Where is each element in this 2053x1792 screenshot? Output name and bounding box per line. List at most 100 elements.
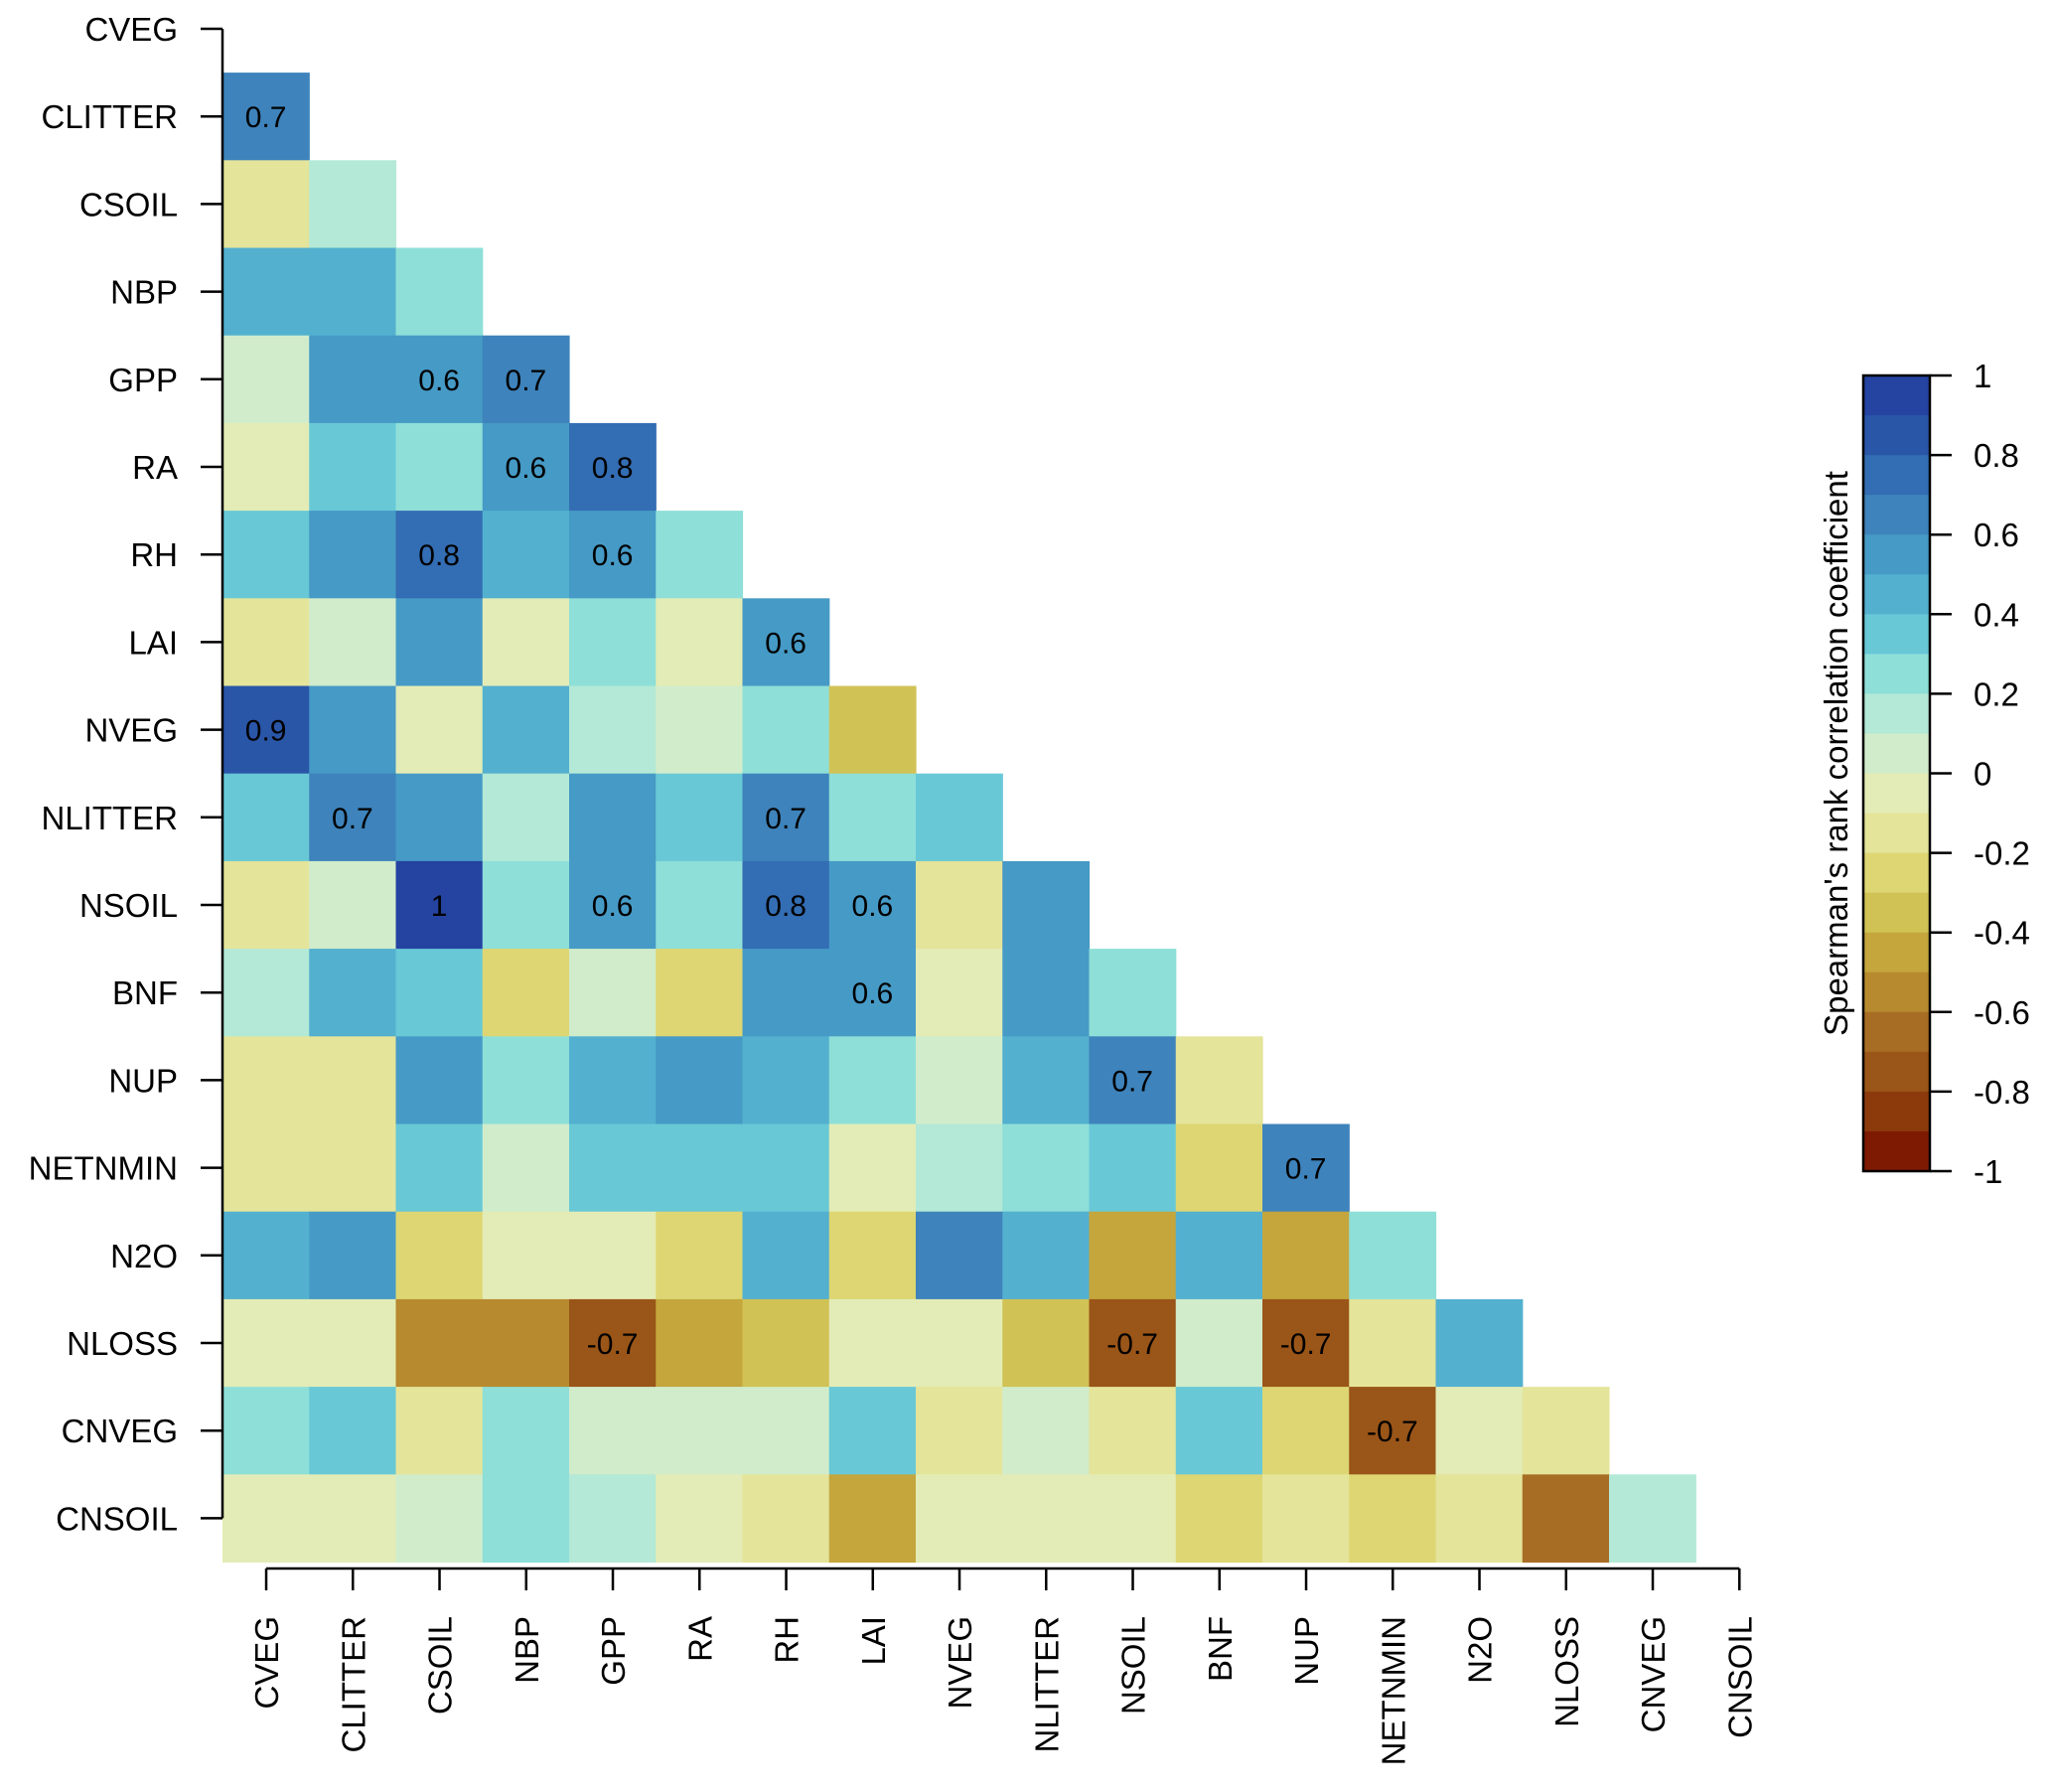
heatmap-cell [1002,1474,1091,1564]
heatmap-cell [916,1474,1003,1564]
heatmap-cell [656,685,744,775]
heatmap-cell [222,1211,310,1300]
heatmap-cell [482,773,570,862]
heatmap-cell [395,1036,484,1125]
y-tick-label: NLOSS [67,1325,178,1362]
heatmap-cell [1002,1036,1091,1125]
heatmap-cell [569,511,657,599]
heatmap-cell [828,1298,917,1388]
y-tick-label: CLITTER [41,98,178,135]
heatmap-cell [1435,1387,1524,1475]
heatmap-cell [1609,1474,1696,1564]
heatmap-cell [222,335,310,424]
cell-value-label: 0.7 [765,803,807,835]
heatmap-cell [1089,1036,1177,1125]
heatmap-cell [309,1036,397,1125]
colorbar-bin [1863,495,1930,535]
heatmap-cell [222,247,310,337]
heatmap-cell [309,335,397,424]
heatmap-cell [916,949,1003,1037]
x-tick-label: CSOIL [422,1616,459,1715]
heatmap-cell [742,1211,830,1300]
heatmap-cell [742,1123,830,1213]
colorbar-bin [1863,813,1930,854]
heatmap-cell [222,511,310,599]
heatmap-cell [1089,949,1177,1037]
heatmap-cell [1089,1298,1177,1388]
colorbar-bin [1863,773,1930,815]
heatmap-cell [569,1387,657,1475]
x-tick-label: NETNMIN [1375,1616,1411,1765]
heatmap-cell [222,949,310,1037]
y-tick-label: CNSOIL [56,1500,178,1537]
heatmap-cell [656,1036,744,1125]
heatmap-cell [1349,1387,1437,1475]
heatmap-cell [395,335,484,424]
heatmap-cell [1175,1298,1263,1388]
colorbar-bin [1863,932,1930,973]
heatmap-cell [309,247,397,337]
cell-value-label: 0.6 [506,452,547,485]
heatmap-cell [569,1474,657,1564]
heatmap-cell [222,160,310,249]
cell-value-label: 0.7 [245,101,287,134]
heatmap-cell [1089,1123,1177,1213]
x-tick-label: NBP [509,1616,545,1684]
heatmap-cell [1349,1298,1437,1388]
colorbar-legend: 1 0.8 0.6 0.4 0.2 0 -0.2 -0.4 -0.6 -0.8 -1 Spearman… [1818,358,2030,1190]
x-tick-label: NUP [1288,1616,1325,1686]
heatmap-cell [309,160,397,249]
heatmap-cell [395,949,484,1037]
heatmap-cell [482,1387,570,1475]
y-tick-label: NETNMIN [29,1150,178,1187]
colorbar-bin [1863,733,1930,774]
heatmap-cell [569,1036,657,1125]
colorbar-tick-label: -0.2 [1974,835,2030,872]
heatmap-cell [1435,1474,1524,1564]
heatmap-cell [482,949,570,1037]
heatmap-cell [395,860,484,950]
heatmap-cell [1262,1298,1350,1388]
heatmap-cell [828,860,917,950]
heatmap-cell [395,1474,484,1564]
colorbar-bin [1863,892,1930,934]
heatmap-cell [1002,949,1091,1037]
cell-value-label: 0.8 [765,890,807,923]
heatmap-cell [395,511,484,599]
heatmap-cell [569,1298,657,1388]
heatmap-cell [742,949,830,1037]
heatmap-cell [742,1036,830,1125]
y-tick-label: NLITTER [41,800,178,836]
heatmap-cell [482,1298,570,1388]
cell-value-label: 0.8 [592,452,634,485]
heatmap-cell [916,773,1003,862]
x-tick-label: NLOSS [1548,1616,1585,1727]
y-tick-label: NBP [110,274,178,311]
cell-value-label: 0.6 [592,890,634,923]
colorbar-bin [1863,971,1930,1013]
heatmap-cell [1002,1298,1091,1388]
heatmap-cell [569,422,657,512]
y-tick-label: CVEG [84,11,178,48]
x-tick-label: LAI [855,1616,892,1666]
colorbar-bin [1863,852,1930,894]
heatmap-cell [742,1298,830,1388]
heatmap-cell [1262,1123,1350,1213]
heatmap-cell [916,1123,1003,1213]
y-tick-label: CSOIL [79,186,178,223]
colorbar-bin [1863,415,1930,456]
y-tick-label: BNF [112,974,178,1011]
heatmap-cell [569,860,657,950]
heatmap-cell [222,685,310,775]
colorbar-bin [1863,1051,1930,1093]
colorbar-tick-label: -0.8 [1974,1074,2030,1111]
colorbar-bin [1863,1011,1930,1053]
heatmap-cell [482,1474,570,1564]
y-axis: CVEG CLITTER CSOIL NBP GPP RA RH LAI NVEG NLITTER… [29,11,224,1537]
heatmap-cell [1522,1474,1610,1564]
heatmap-cell [1349,1211,1437,1300]
heatmap-cell [1262,1474,1350,1564]
heatmap-cell [1262,1211,1350,1300]
heatmap-cell [1175,1211,1263,1300]
heatmap-cell [309,422,397,512]
